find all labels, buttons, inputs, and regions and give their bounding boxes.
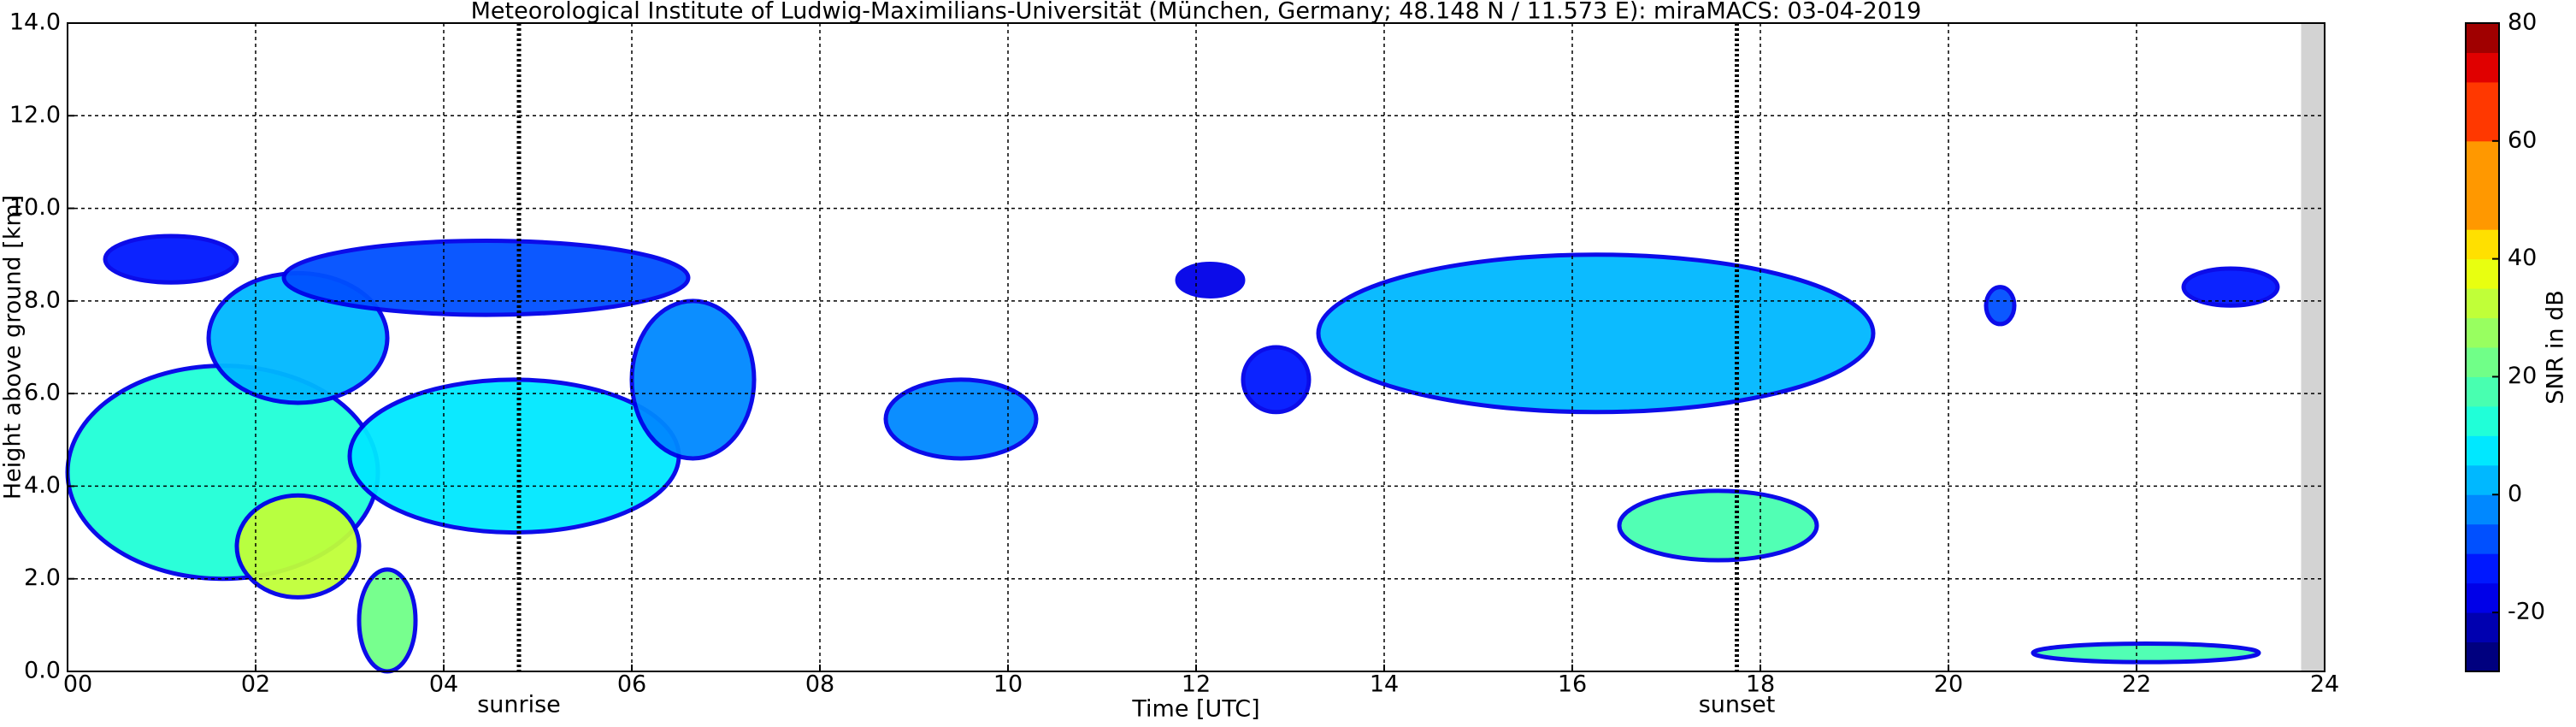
no-data-region	[2301, 23, 2325, 671]
colorbar-band	[2466, 494, 2499, 525]
x-tick-label: 00	[63, 671, 92, 698]
x-tick-label: 20	[1934, 671, 1963, 698]
x-axis-label: Time [UTC]	[1131, 696, 1259, 723]
x-tick-label: 10	[993, 671, 1023, 698]
radar-echo	[1984, 285, 2017, 327]
colorbar-band	[2466, 111, 2499, 142]
x-tick-label: 16	[1558, 671, 1587, 698]
y-axis-label: Height above ground [km]	[0, 195, 27, 499]
radar-echo	[1316, 252, 1876, 415]
colorbar-band	[2466, 52, 2499, 83]
colorbar-band	[2466, 170, 2499, 201]
colorbar-band	[2466, 582, 2499, 613]
colorbar-band	[2466, 641, 2499, 672]
colorbar-band	[2466, 229, 2499, 260]
y-tick-label: 12.0	[9, 102, 61, 128]
colorbar-band	[2466, 199, 2499, 230]
radar-echo	[357, 567, 418, 674]
radar-echo	[347, 377, 681, 535]
colorbar-band	[2466, 347, 2499, 377]
annotation-label: sunrise	[477, 692, 561, 718]
x-tick-label: 06	[617, 671, 646, 698]
colorbar-band	[2466, 23, 2499, 53]
radar-echo	[883, 377, 1039, 461]
radar-echo	[1175, 262, 1246, 298]
y-tick-label: 8.0	[24, 287, 61, 313]
y-tick-label: 6.0	[24, 380, 61, 406]
x-tick-label: 18	[1746, 671, 1775, 698]
x-tick-label: 04	[429, 671, 458, 698]
radar-echo	[1617, 488, 1819, 563]
y-tick-label: 4.0	[24, 472, 61, 499]
colorbar-band	[2466, 612, 2499, 643]
colorbar-band	[2466, 464, 2499, 495]
annotation-label: sunset	[1699, 692, 1776, 718]
colorbar-frame	[2465, 22, 2500, 672]
radar-echo	[2181, 266, 2280, 308]
x-tick-label: 24	[2310, 671, 2339, 698]
colorbar-band	[2466, 140, 2499, 171]
y-tick-label: 10.0	[9, 194, 61, 221]
colorbar-tick-label: -20	[2508, 599, 2545, 625]
x-tick-label: 22	[2122, 671, 2151, 698]
colorbar-band	[2466, 553, 2499, 584]
colorbar-band	[2466, 317, 2499, 348]
colorbar-band	[2466, 288, 2499, 319]
colorbar-label: SNR in dB	[2543, 290, 2569, 405]
radar-echo	[1241, 345, 1312, 415]
colorbar-tick-label: 80	[2508, 9, 2537, 36]
radar-echo	[2031, 641, 2261, 665]
x-tick-label: 08	[805, 671, 834, 698]
colorbar-band	[2466, 81, 2499, 112]
plot-frame	[67, 22, 2325, 672]
colorbar-band	[2466, 376, 2499, 407]
colorbar-tick-label: 20	[2508, 363, 2537, 389]
x-tick-label: 12	[1182, 671, 1211, 698]
colorbar-tick-label: 0	[2508, 481, 2522, 507]
y-tick-label: 2.0	[24, 564, 61, 591]
x-tick-label: 02	[241, 671, 270, 698]
radar-echo	[103, 233, 239, 285]
colorbar-tick-label: 60	[2508, 127, 2537, 153]
colorbar-band	[2466, 435, 2499, 466]
y-tick-label: 14.0	[9, 9, 61, 36]
colorbar-tick-label: 40	[2508, 245, 2537, 271]
radar-echo	[281, 238, 691, 317]
y-tick-label: 0.0	[24, 658, 61, 684]
colorbar-band	[2466, 258, 2499, 289]
radar-echo	[629, 298, 757, 461]
colorbar-band	[2466, 523, 2499, 554]
chart-title: Meteorological Institute of Ludwig-Maxim…	[471, 0, 1922, 25]
x-tick-label: 14	[1370, 671, 1399, 698]
colorbar-band	[2466, 405, 2499, 436]
radar-echo	[234, 493, 362, 600]
